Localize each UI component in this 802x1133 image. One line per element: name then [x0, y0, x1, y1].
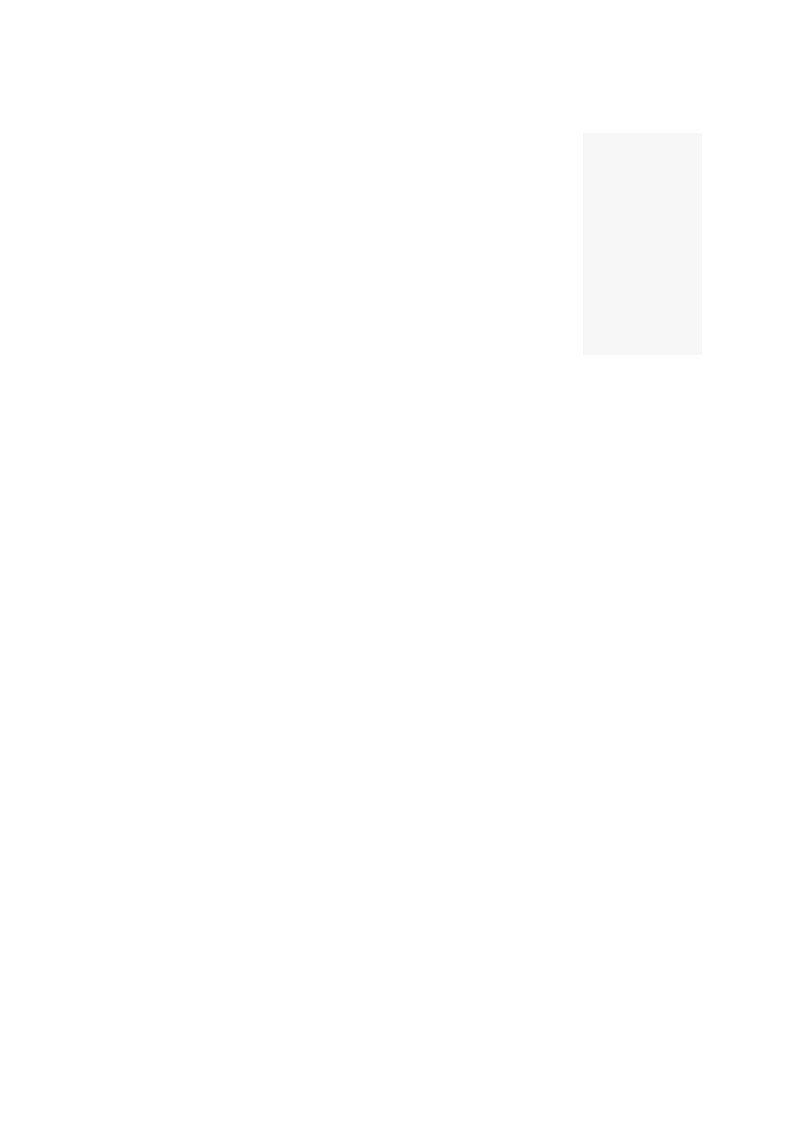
chart-plot	[100, 133, 575, 355]
chart-container	[100, 133, 702, 355]
chart-svg	[100, 133, 575, 348]
chart-legend	[583, 133, 702, 355]
